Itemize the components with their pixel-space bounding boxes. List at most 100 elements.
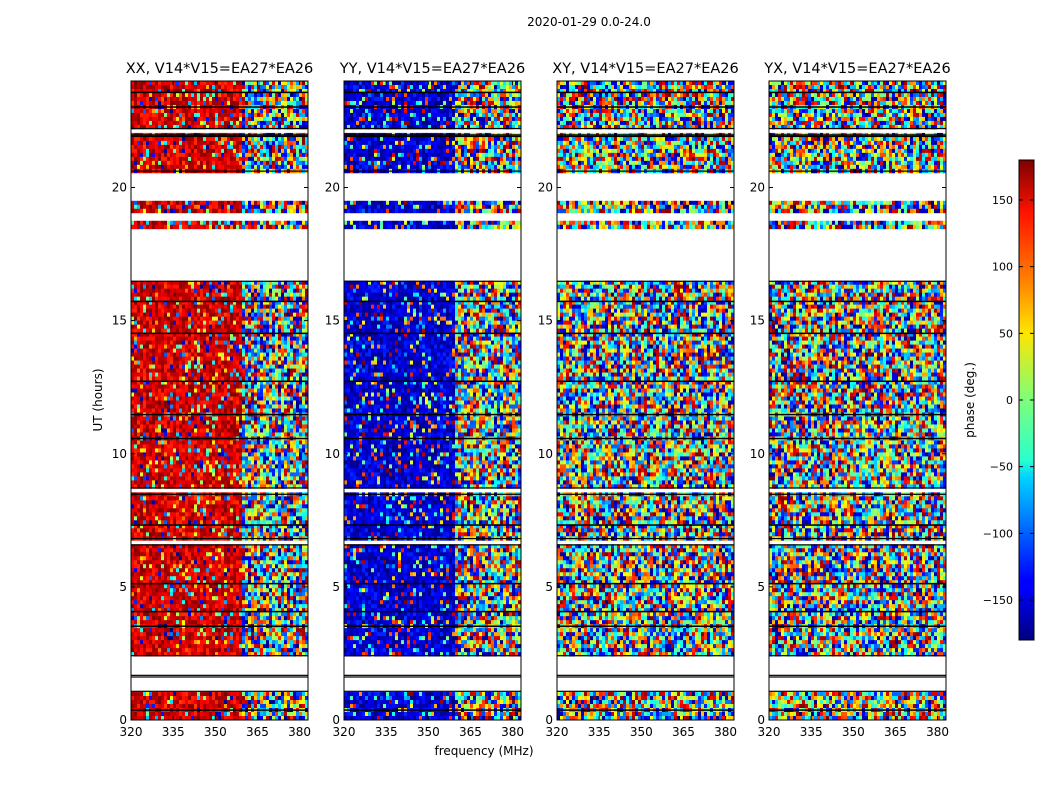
phase-cell xyxy=(197,448,201,453)
phase-cell xyxy=(266,372,270,377)
phase-cell xyxy=(194,504,198,509)
phase-cell xyxy=(164,448,168,453)
phase-cell xyxy=(179,92,183,98)
phase-cell xyxy=(215,352,219,357)
phase-cell xyxy=(239,92,243,98)
phase-cell xyxy=(206,324,210,330)
phase-cell xyxy=(293,164,297,170)
phase-cell xyxy=(197,304,201,310)
phase-cell xyxy=(275,148,279,154)
phase-cell xyxy=(266,284,270,290)
phase-cell xyxy=(257,96,261,102)
phase-cell xyxy=(167,400,171,405)
phase-cell xyxy=(281,320,285,326)
phase-cell xyxy=(149,300,153,306)
phase-cell xyxy=(284,280,288,286)
phase-cell xyxy=(269,208,273,214)
phase-cell xyxy=(137,400,141,405)
phase-cell xyxy=(233,312,237,318)
phase-cell xyxy=(206,428,210,433)
phase-cell xyxy=(251,204,255,210)
phase-cell xyxy=(146,416,150,421)
phase-cell xyxy=(266,504,270,509)
phase-cell xyxy=(173,392,177,397)
phase-cell xyxy=(215,200,219,206)
phase-cell xyxy=(293,428,297,433)
phase-cell xyxy=(284,380,288,385)
phase-cell xyxy=(209,208,213,214)
phase-cell xyxy=(245,344,249,349)
phase-cell xyxy=(197,100,201,106)
phase-cell xyxy=(278,472,282,477)
phase-cell xyxy=(266,368,270,373)
phase-cell xyxy=(242,472,246,477)
phase-cell xyxy=(305,288,308,294)
phase-cell xyxy=(296,460,300,465)
phase-cell xyxy=(239,88,243,94)
phase-cell xyxy=(161,300,165,306)
phase-cell xyxy=(203,444,207,449)
phase-cell xyxy=(173,424,177,429)
phase-cell xyxy=(275,112,279,118)
phase-cell xyxy=(131,220,135,226)
phase-cell xyxy=(173,164,177,170)
phase-cell xyxy=(152,500,156,505)
phase-cell xyxy=(149,364,153,369)
phase-cell xyxy=(158,296,162,302)
phase-cell xyxy=(287,460,291,465)
phase-cell xyxy=(185,380,189,385)
phase-cell xyxy=(173,224,177,230)
phase-cell xyxy=(239,400,243,405)
phase-cell xyxy=(251,220,255,226)
phase-cell xyxy=(200,340,204,345)
phase-cell xyxy=(203,496,207,501)
phase-cell xyxy=(188,124,192,130)
phase-cell xyxy=(179,144,183,150)
phase-cell xyxy=(164,336,168,341)
phase-cell xyxy=(134,324,138,330)
phase-cell xyxy=(257,380,261,385)
phase-cell xyxy=(257,124,261,130)
phase-cell xyxy=(203,81,207,86)
phase-cell xyxy=(212,348,216,353)
phase-cell xyxy=(293,424,297,429)
phase-cell xyxy=(161,464,165,469)
phase-cell xyxy=(200,480,204,485)
phase-cell xyxy=(305,88,308,94)
phase-cell xyxy=(239,148,243,154)
phase-cell xyxy=(284,404,288,409)
phase-cell xyxy=(140,156,144,162)
phase-cell xyxy=(194,112,198,118)
phase-cell xyxy=(290,316,294,322)
phase-cell xyxy=(170,88,174,94)
phase-cell xyxy=(179,336,183,341)
phase-cell xyxy=(179,292,183,298)
phase-cell xyxy=(209,116,213,122)
phase-cell xyxy=(182,408,186,413)
phase-cell xyxy=(245,460,249,465)
phase-cell xyxy=(254,352,258,357)
phase-cell xyxy=(161,316,165,322)
phase-cell xyxy=(305,348,308,353)
phase-cell xyxy=(155,368,159,373)
phase-cell xyxy=(293,440,297,445)
phase-cell xyxy=(284,88,288,94)
phase-cell xyxy=(239,81,243,86)
phase-cell xyxy=(185,388,189,393)
phase-cell xyxy=(185,284,189,290)
phase-cell xyxy=(269,81,273,86)
phase-cell xyxy=(302,156,306,162)
phase-cell xyxy=(284,420,288,425)
phase-cell xyxy=(248,340,252,345)
phase-cell xyxy=(281,360,285,365)
phase-cell xyxy=(290,420,294,425)
phase-cell xyxy=(278,304,282,310)
phase-cell xyxy=(161,81,165,86)
phase-cell xyxy=(236,84,240,90)
phase-cell xyxy=(221,440,225,445)
phase-cell xyxy=(251,372,255,377)
phase-cell xyxy=(263,360,267,365)
phase-cell xyxy=(197,456,201,461)
phase-cell xyxy=(227,88,231,94)
phase-cell xyxy=(275,360,279,365)
